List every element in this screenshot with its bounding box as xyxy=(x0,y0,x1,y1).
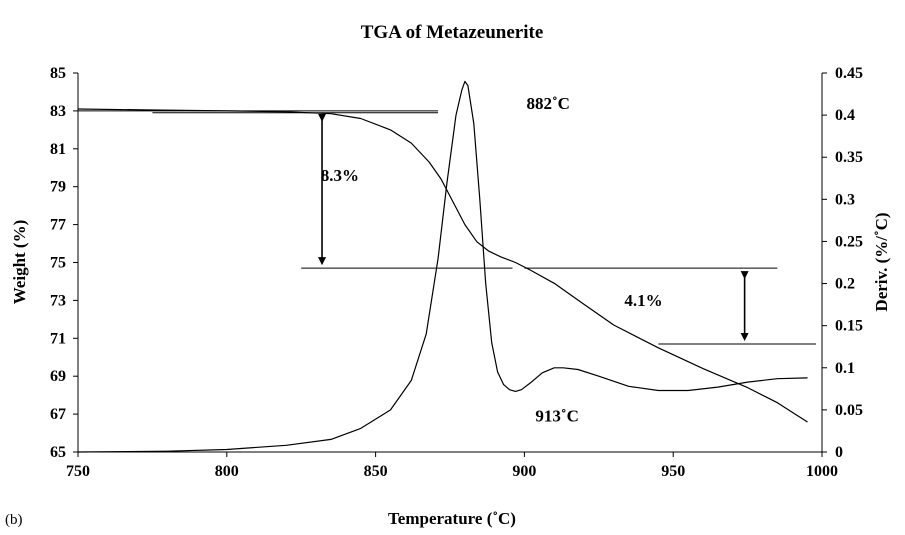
y-tick-label: 73 xyxy=(50,292,66,309)
x-tick-label: 850 xyxy=(364,463,388,480)
panel-label: (b) xyxy=(5,512,23,528)
annotation-label: 882˚C xyxy=(526,94,569,113)
x-tick-label: 1000 xyxy=(806,463,838,480)
y2-tick-label: 0 xyxy=(835,444,843,461)
y-tick-label: 83 xyxy=(50,103,66,120)
annotation-label: 913˚C xyxy=(535,407,578,426)
y-tick-label: 85 xyxy=(50,65,66,82)
y2-tick-label: 0.1 xyxy=(835,360,855,377)
series xyxy=(77,80,808,453)
chart-title: TGA of Metazeunerite xyxy=(361,22,544,43)
reference-lines xyxy=(78,110,817,345)
y-tick-label: 79 xyxy=(50,179,66,196)
axes: 750 800 850 900 950 1000656769717375777981838… xyxy=(50,65,863,480)
annotations: 882˚C 913˚C 8.3% 4.1% xyxy=(321,94,663,426)
x-axis-label: Temperature (˚C) xyxy=(388,509,516,528)
annotation-label: 8.3% xyxy=(321,166,359,185)
y2-tick-label: 0.2 xyxy=(835,276,855,293)
x-tick-label: 750 xyxy=(66,463,90,480)
y2-tick-label: 0.15 xyxy=(835,318,863,335)
y-tick-label: 71 xyxy=(50,330,66,347)
x-tick-label: 950 xyxy=(661,463,685,480)
y-tick-label: 81 xyxy=(50,141,66,158)
y2-tick-label: 0.3 xyxy=(835,191,855,208)
x-tick-label: 900 xyxy=(512,463,536,480)
x-tick-label: 800 xyxy=(215,463,239,480)
derivative-curve xyxy=(77,80,808,453)
annotation-label: 4.1% xyxy=(624,291,662,310)
y2-axis-label: Deriv. (%/˚C) xyxy=(872,212,891,311)
y2-tick-label: 0.25 xyxy=(835,233,863,250)
y-tick-label: 69 xyxy=(50,368,66,385)
y-tick-label: 65 xyxy=(50,444,66,461)
y-tick-label: 67 xyxy=(50,406,66,423)
y-axis-label: Weight (%) xyxy=(10,220,29,305)
y2-tick-label: 0.05 xyxy=(835,402,863,419)
y-tick-label: 75 xyxy=(50,255,66,272)
y2-tick-label: 0.45 xyxy=(835,65,863,82)
y2-tick-label: 0.35 xyxy=(835,149,863,166)
y2-tick-label: 0.4 xyxy=(835,107,855,124)
y-tick-label: 77 xyxy=(50,217,66,234)
weight-curve xyxy=(77,108,808,423)
